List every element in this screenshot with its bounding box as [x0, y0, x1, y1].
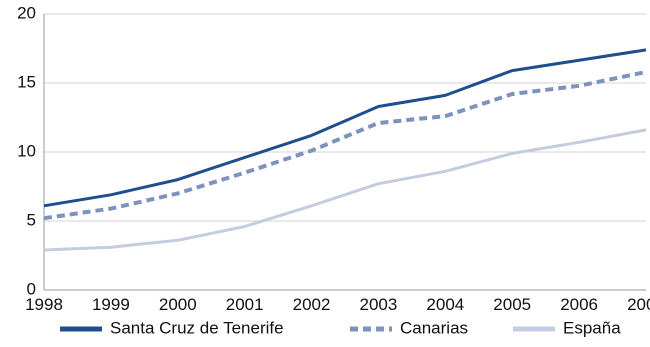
tick-labels: 0 5 10 15 20 1998 1999 2000 2001 2002 2003 2004 2005…	[17, 3, 650, 314]
grid-lines	[44, 13, 646, 222]
x-tick-label: 1999	[92, 295, 130, 314]
series-line-1	[43, 70, 647, 221]
x-tick-label: 2004	[426, 295, 464, 314]
series-line-0	[43, 48, 647, 208]
legend-label: Santa Cruz de Tenerife	[110, 318, 284, 337]
y-tick-label: 15	[17, 72, 36, 91]
series-lines	[43, 48, 647, 252]
y-tick-label: 0	[27, 279, 36, 298]
legend: Santa Cruz de Tenerife Canarias España	[60, 318, 621, 337]
x-tick-label: 2000	[159, 295, 197, 314]
axes	[43, 14, 646, 291]
x-tick-label: 2007	[627, 295, 650, 314]
x-tick-label: 2006	[560, 295, 598, 314]
legend-label: España	[563, 318, 621, 337]
y-tick-label: 20	[17, 3, 36, 22]
x-tick-label: 1998	[25, 295, 63, 314]
x-tick-label: 2002	[293, 295, 331, 314]
x-tick-label: 2005	[493, 295, 531, 314]
y-tick-label: 10	[17, 141, 36, 160]
series-line-2	[43, 128, 647, 252]
y-tick-label: 5	[27, 210, 36, 229]
legend-label: Canarias	[400, 318, 468, 337]
x-tick-label: 2003	[360, 295, 398, 314]
x-tick-label: 2001	[226, 295, 264, 314]
